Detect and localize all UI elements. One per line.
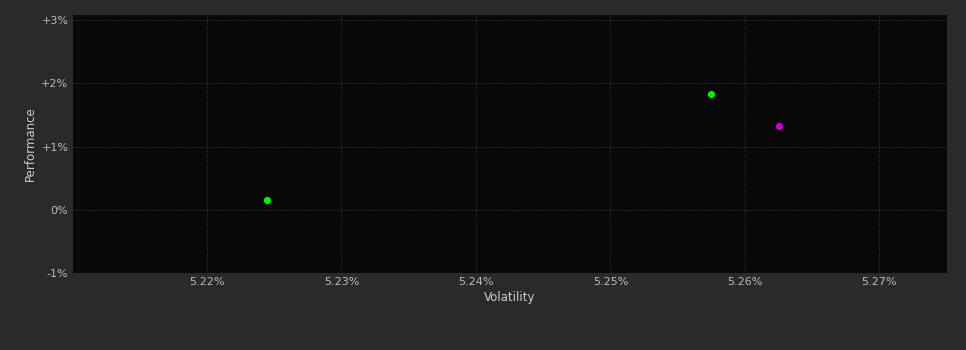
Point [771,123,786,128]
Point [703,91,719,97]
X-axis label: Volatility: Volatility [484,291,535,304]
Y-axis label: Performance: Performance [24,106,37,181]
Point [260,197,275,203]
